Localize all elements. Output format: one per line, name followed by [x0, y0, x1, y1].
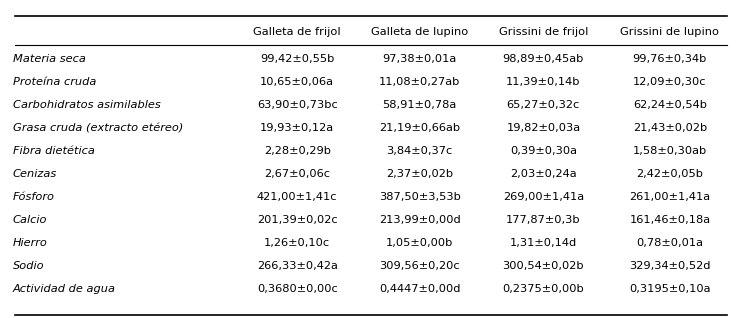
- Text: 1,58±0,30ab: 1,58±0,30ab: [633, 146, 707, 156]
- Text: Fósforo: Fósforo: [13, 192, 54, 202]
- Text: 0,4447±0,00d: 0,4447±0,00d: [379, 284, 461, 294]
- Text: 63,90±0,73bc: 63,90±0,73bc: [257, 100, 338, 110]
- Text: 2,03±0,24a: 2,03±0,24a: [510, 169, 577, 179]
- Text: 98,89±0,45ab: 98,89±0,45ab: [502, 54, 584, 64]
- Text: 11,39±0,14b: 11,39±0,14b: [506, 77, 580, 87]
- Text: Fibra dietética: Fibra dietética: [13, 146, 94, 156]
- Text: 0,2375±0,00b: 0,2375±0,00b: [502, 284, 584, 294]
- Text: 213,99±0,00d: 213,99±0,00d: [379, 215, 461, 225]
- Text: Grasa cruda (extracto etéreo): Grasa cruda (extracto etéreo): [13, 123, 183, 133]
- Text: 58,91±0,78a: 58,91±0,78a: [383, 100, 457, 110]
- Text: Galleta de frijol: Galleta de frijol: [253, 27, 341, 37]
- Text: 329,34±0,52d: 329,34±0,52d: [629, 261, 711, 272]
- Text: 0,3195±0,10a: 0,3195±0,10a: [629, 284, 711, 294]
- Text: Proteína cruda: Proteína cruda: [13, 77, 96, 87]
- Text: Sodio: Sodio: [13, 261, 44, 272]
- Text: 99,76±0,34b: 99,76±0,34b: [633, 54, 707, 64]
- Text: 2,67±0,06c: 2,67±0,06c: [264, 169, 330, 179]
- Text: 266,33±0,42a: 266,33±0,42a: [257, 261, 338, 272]
- Text: 0,3680±0,00c: 0,3680±0,00c: [257, 284, 338, 294]
- Text: 3,84±0,37c: 3,84±0,37c: [387, 146, 453, 156]
- Text: 19,93±0,12a: 19,93±0,12a: [260, 123, 334, 133]
- Text: Cenizas: Cenizas: [13, 169, 56, 179]
- Text: 11,08±0,27ab: 11,08±0,27ab: [379, 77, 460, 87]
- Text: 1,31±0,14d: 1,31±0,14d: [510, 238, 577, 248]
- Text: Carbohidratos asimilables: Carbohidratos asimilables: [13, 100, 160, 110]
- Text: 12,09±0,30c: 12,09±0,30c: [633, 77, 706, 87]
- Text: 1,26±0,10c: 1,26±0,10c: [264, 238, 330, 248]
- Text: 261,00±1,41a: 261,00±1,41a: [629, 192, 710, 202]
- Text: Calcio: Calcio: [13, 215, 47, 225]
- Text: 269,00±1,41a: 269,00±1,41a: [503, 192, 584, 202]
- Text: 201,39±0,02c: 201,39±0,02c: [257, 215, 338, 225]
- Text: 65,27±0,32c: 65,27±0,32c: [507, 100, 580, 110]
- Text: 0,78±0,01a: 0,78±0,01a: [637, 238, 703, 248]
- Text: 21,19±0,66ab: 21,19±0,66ab: [379, 123, 460, 133]
- Text: 19,82±0,03a: 19,82±0,03a: [506, 123, 580, 133]
- Text: Galleta de lupino: Galleta de lupino: [371, 27, 468, 37]
- Text: Actividad de agua: Actividad de agua: [13, 284, 116, 294]
- Text: 421,00±1,41c: 421,00±1,41c: [257, 192, 338, 202]
- Text: 2,42±0,05b: 2,42±0,05b: [637, 169, 703, 179]
- Text: 0,39±0,30a: 0,39±0,30a: [510, 146, 577, 156]
- Text: 177,87±0,3b: 177,87±0,3b: [506, 215, 581, 225]
- Text: 99,42±0,55b: 99,42±0,55b: [260, 54, 335, 64]
- Text: Materia seca: Materia seca: [13, 54, 85, 64]
- Text: 161,46±0,18a: 161,46±0,18a: [629, 215, 710, 225]
- Text: 21,43±0,02b: 21,43±0,02b: [633, 123, 707, 133]
- Text: Hierro: Hierro: [13, 238, 47, 248]
- Text: 10,65±0,06a: 10,65±0,06a: [260, 77, 334, 87]
- Text: Grissini de lupino: Grissini de lupino: [620, 27, 719, 37]
- Text: 300,54±0,02b: 300,54±0,02b: [502, 261, 584, 272]
- Text: 62,24±0,54b: 62,24±0,54b: [633, 100, 707, 110]
- Text: 309,56±0,20c: 309,56±0,20c: [379, 261, 460, 272]
- Text: 2,37±0,02b: 2,37±0,02b: [386, 169, 453, 179]
- Text: 97,38±0,01a: 97,38±0,01a: [383, 54, 457, 64]
- Text: Grissini de frijol: Grissini de frijol: [499, 27, 588, 37]
- Text: 387,50±3,53b: 387,50±3,53b: [378, 192, 461, 202]
- Text: 1,05±0,00b: 1,05±0,00b: [386, 238, 453, 248]
- Text: 2,28±0,29b: 2,28±0,29b: [263, 146, 331, 156]
